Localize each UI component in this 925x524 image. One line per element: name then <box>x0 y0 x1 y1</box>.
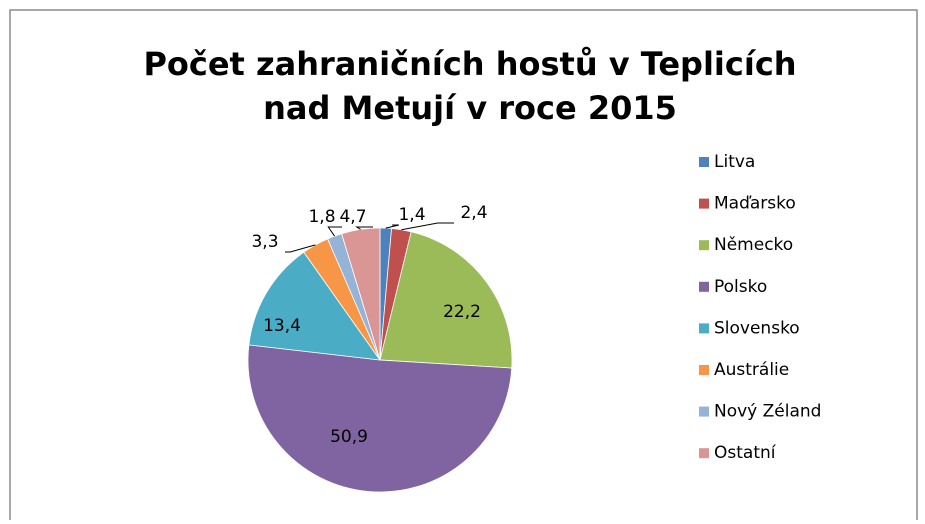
data-label: 2,4 <box>460 203 487 223</box>
data-label: 22,2 <box>443 302 481 322</box>
data-label: 4,7 <box>339 207 366 227</box>
leader-line <box>401 222 454 231</box>
chart-title: nad Metují v roce 2015 <box>263 89 677 127</box>
legend-swatch <box>699 198 709 209</box>
legend-label: Austrálie <box>714 360 789 380</box>
data-label: 50,9 <box>330 427 368 447</box>
leader-line <box>327 226 342 237</box>
leader-line <box>355 226 373 230</box>
legend-label: Maďarsko <box>714 194 796 214</box>
pie-slice <box>247 344 513 493</box>
legend-label: Ostatní <box>714 443 777 463</box>
legend-swatch <box>699 281 709 292</box>
legend-swatch <box>699 448 709 459</box>
legend-label: Slovensko <box>714 318 800 338</box>
pie-slice <box>379 231 513 369</box>
data-label: 3,3 <box>251 232 278 252</box>
legend-swatch <box>699 406 709 417</box>
legend-swatch <box>699 240 709 251</box>
legend-label: Litva <box>714 152 755 172</box>
legend-swatch <box>699 323 709 334</box>
leader-line <box>385 224 400 229</box>
data-label: 1,8 <box>308 207 335 227</box>
legend-swatch <box>699 157 709 167</box>
legend-swatch <box>699 365 709 375</box>
legend-label: Polsko <box>714 277 767 297</box>
pie-slice <box>341 227 381 361</box>
data-label: 1,4 <box>398 205 425 225</box>
pie-slice <box>248 251 381 361</box>
legend-label: Německo <box>714 235 793 255</box>
legend-label: Nový Zéland <box>714 402 821 422</box>
chart-title: Počet zahraničních hostů v Teplicích <box>143 45 796 83</box>
data-label: 13,4 <box>263 316 301 336</box>
leader-line <box>285 244 316 253</box>
